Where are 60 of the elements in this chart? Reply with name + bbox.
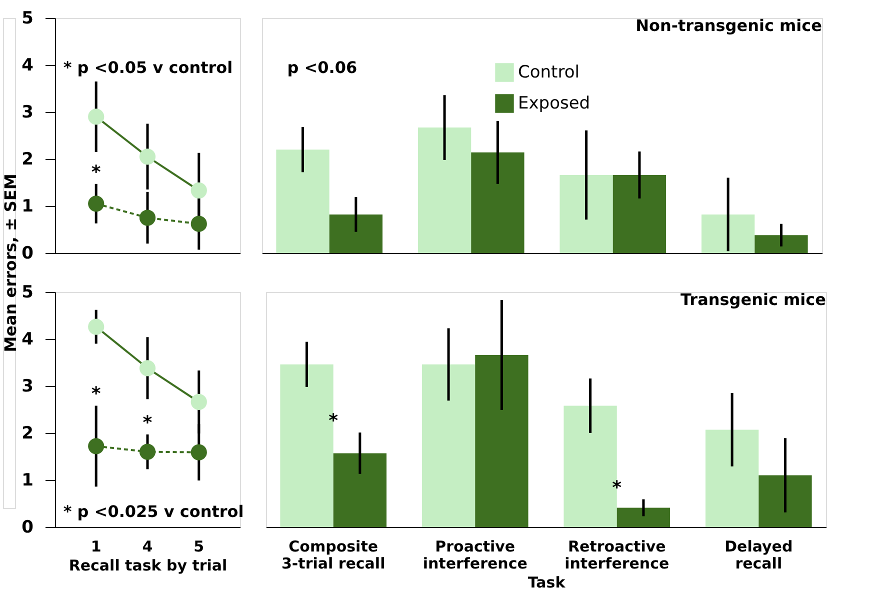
y-tick-label: 2 — [22, 150, 34, 170]
legend-label: Control — [518, 62, 580, 82]
y-tick-label: 3 — [22, 376, 34, 396]
annotation: * — [612, 477, 622, 498]
bar — [276, 150, 330, 253]
point — [139, 210, 156, 226]
y-tick-label: 4 — [22, 56, 34, 76]
bar — [418, 128, 472, 253]
annotation: p <0.06 — [287, 58, 358, 77]
y-tick-label: 1 — [22, 470, 34, 490]
bar — [560, 174, 613, 253]
point — [190, 444, 207, 460]
point — [139, 360, 156, 376]
chart-title: Non-transgenic mice — [636, 16, 822, 35]
x-tick-label: Composite 3-trial recall — [281, 538, 386, 572]
bar — [612, 174, 666, 253]
y-tick-label: 3 — [22, 102, 34, 122]
bar — [758, 475, 812, 527]
chart-title: Transgenic mice — [680, 290, 826, 309]
y-tick-label: 5 — [22, 282, 34, 302]
bar — [754, 235, 808, 253]
point — [88, 108, 104, 125]
bar — [329, 214, 383, 253]
point — [88, 318, 104, 335]
y-tick-label: 0 — [22, 244, 34, 264]
x-tick-label: 4 — [142, 538, 153, 556]
annotation: * p <0.05 v control — [63, 58, 233, 77]
x-axis-title: Task — [528, 574, 566, 592]
bar — [705, 430, 759, 527]
point — [190, 394, 207, 410]
bar — [616, 508, 670, 527]
bar — [471, 152, 524, 253]
point — [88, 438, 104, 454]
legend-label: Exposed — [518, 94, 590, 114]
x-axis-title: Recall task by trial — [68, 556, 228, 574]
x-tick-label: 1 — [90, 538, 102, 556]
annotation: * — [142, 412, 153, 434]
x-tick-label: Delayed recall — [724, 538, 793, 572]
point — [190, 216, 207, 232]
bar — [333, 453, 387, 527]
bar — [701, 214, 755, 253]
x-tick-label: Retroactive interference — [564, 538, 670, 572]
x-tick-label: 5 — [194, 538, 204, 556]
point — [139, 444, 156, 460]
y-tick-label: 0 — [22, 518, 34, 538]
y-tick-label: 4 — [22, 330, 34, 350]
y-tick-label: 5 — [22, 8, 34, 28]
annotation: * — [328, 410, 339, 432]
bar — [475, 354, 528, 527]
annotation: * p <0.025 v control — [63, 502, 244, 521]
y-tick-label: 1 — [22, 196, 34, 216]
point — [139, 148, 156, 165]
x-tick-label: Proactive interference — [422, 538, 528, 572]
y-axis-title: Mean errors, ± SEM — [1, 174, 20, 352]
point — [88, 196, 104, 212]
annotation: * — [91, 162, 102, 183]
point — [190, 182, 207, 199]
bar — [422, 364, 476, 527]
y-tick-label: 2 — [22, 424, 34, 444]
annotation: * — [91, 384, 102, 405]
